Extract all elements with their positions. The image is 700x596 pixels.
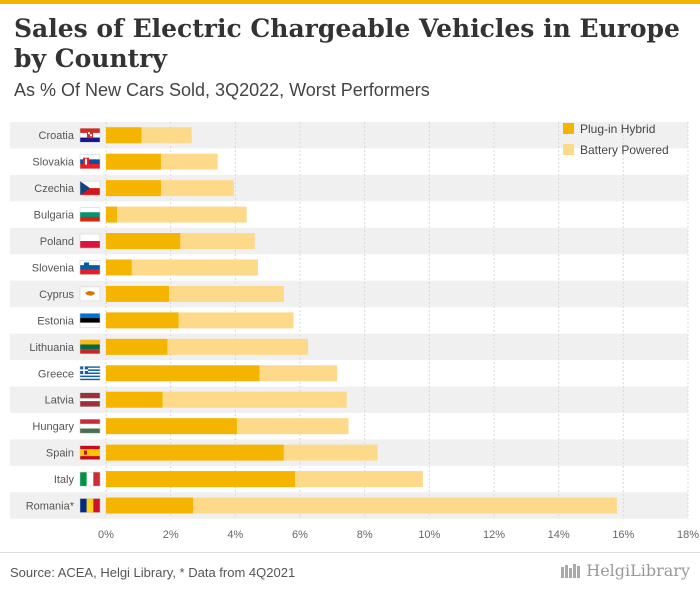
bar-plug-in-hybrid (106, 418, 237, 435)
romania-flag (79, 498, 101, 513)
x-tick-label: 18% (677, 529, 699, 541)
chart-title: Sales of Electric Chargeable Vehicles in… (14, 14, 680, 73)
x-tick-label: 8% (357, 529, 373, 541)
bar-plug-in-hybrid (106, 127, 142, 144)
bar-plug-in-hybrid (106, 312, 179, 329)
bar-battery-powered (236, 418, 349, 435)
category-label: Slovenia (32, 262, 75, 274)
slovenia-flag (79, 260, 101, 275)
category-label: Greece (38, 368, 74, 380)
library-icon (561, 563, 581, 578)
bar-battery-powered (259, 365, 338, 382)
bar-plug-in-hybrid (106, 180, 161, 197)
bar-battery-powered (131, 259, 258, 276)
category-label: Slovakia (32, 157, 74, 169)
italy-flag (79, 471, 101, 487)
bar-battery-powered (167, 338, 309, 355)
x-tick-label: 0% (98, 529, 114, 541)
category-label: Estonia (37, 315, 75, 327)
category-label: Romania* (26, 501, 75, 513)
lithuania-flag (79, 339, 101, 355)
category-label: Spain (46, 448, 74, 460)
category-label: Lithuania (29, 342, 75, 354)
legend-swatch (563, 144, 574, 155)
slovakia-flag (79, 154, 101, 169)
hungary-flag (79, 418, 101, 434)
latvia-flag (79, 392, 101, 407)
bar-battery-powered (283, 444, 378, 461)
bar-plug-in-hybrid (106, 206, 118, 223)
bar-battery-powered (169, 285, 284, 302)
bar-plug-in-hybrid (106, 471, 296, 488)
bar-plug-in-hybrid (106, 391, 163, 408)
brand-name: HelgiLibrary (586, 561, 690, 580)
x-tick-label: 10% (418, 529, 440, 541)
bar-plug-in-hybrid (106, 497, 194, 514)
bar-battery-powered (295, 471, 423, 488)
legend-swatch (563, 123, 574, 134)
croatia-flag (79, 127, 101, 143)
category-label: Latvia (45, 395, 75, 407)
x-tick-label: 6% (292, 529, 308, 541)
bar-battery-powered (117, 206, 247, 223)
source-note: Source: ACEA, Helgi Library, * Data from… (10, 565, 296, 580)
bar-chart: Croatia Slovakia Czechia Bulgaria Poland Slov… (10, 122, 699, 541)
bar-battery-powered (178, 312, 294, 329)
bar-plug-in-hybrid (106, 153, 161, 170)
category-label: Czechia (34, 183, 75, 195)
x-tick-label: 12% (483, 529, 505, 541)
bar-plug-in-hybrid (106, 338, 168, 355)
spain-flag (79, 445, 101, 460)
estonia-flag (79, 313, 101, 328)
x-tick-label: 14% (548, 529, 570, 541)
bar-plug-in-hybrid (106, 365, 260, 382)
bar-battery-powered (160, 153, 218, 170)
czechia-flag (79, 180, 101, 196)
category-label: Bulgaria (34, 210, 75, 222)
bar-battery-powered (162, 391, 347, 408)
footer-divider (0, 552, 700, 553)
bar-plug-in-hybrid (106, 233, 181, 250)
x-tick-label: 4% (227, 529, 243, 541)
cyprus-flag (79, 286, 101, 302)
bar-plug-in-hybrid (106, 285, 170, 302)
bar-plug-in-hybrid (106, 444, 284, 461)
bar-plug-in-hybrid (106, 259, 132, 276)
x-tick-label: 2% (163, 529, 179, 541)
bar-battery-powered (141, 127, 192, 144)
bar-battery-powered (160, 180, 234, 197)
greece-flag (79, 366, 101, 381)
category-label: Italy (54, 474, 75, 486)
chart-subtitle: As % Of New Cars Sold, 3Q2022, Worst Per… (14, 80, 430, 100)
bulgaria-flag (79, 207, 101, 222)
category-label: Poland (40, 236, 74, 248)
category-label: Hungary (32, 421, 74, 433)
poland-flag (79, 233, 101, 249)
bar-battery-powered (180, 233, 255, 250)
legend-label: Plug-in Hybrid (580, 122, 655, 136)
brand-logo: HelgiLibrary (560, 561, 690, 580)
legend-label: Battery Powered (580, 143, 669, 157)
top-accent-bar (0, 0, 700, 4)
x-tick-label: 16% (612, 529, 634, 541)
category-label: Cyprus (39, 289, 74, 301)
category-label: Croatia (39, 130, 75, 142)
bar-battery-powered (193, 497, 617, 514)
